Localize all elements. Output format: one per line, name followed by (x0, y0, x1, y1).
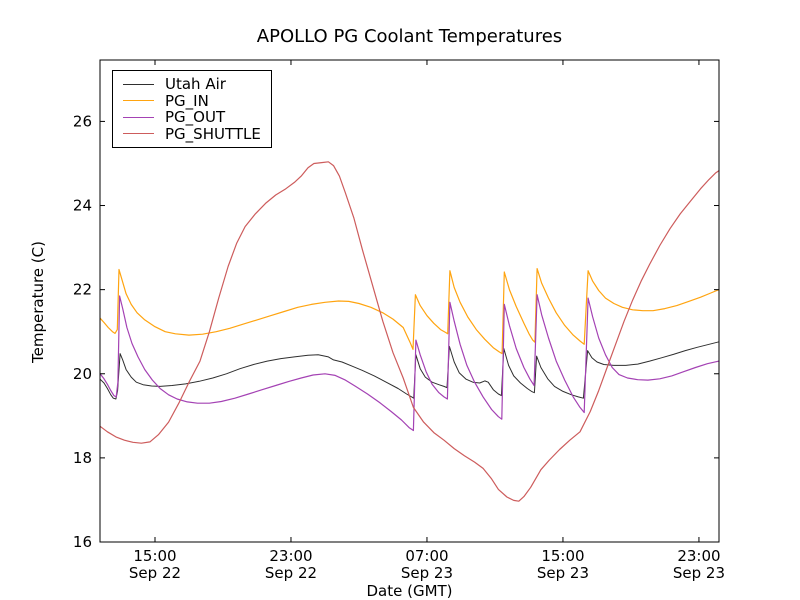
legend: Utah Air PG_IN PG_OUT PG_SHUTTLE (112, 70, 272, 148)
legend-label: Utah Air (165, 75, 226, 94)
x-axis-label: Date (GMT) (366, 582, 453, 600)
pg-out-line-swatch (123, 116, 154, 118)
series-line-pg-shuttle (99, 161, 720, 502)
pg-shuttle-line-swatch (123, 133, 154, 135)
chart-title: APOLLO PG Coolant Temperatures (256, 26, 563, 47)
x-tick-label-time: 23:00 (677, 547, 720, 565)
y-axis-label: Temperature (C) (29, 241, 47, 363)
x-tick-label-time: 15:00 (541, 547, 584, 565)
series-line-pg-out (99, 294, 720, 432)
legend-item-utah-air: Utah Air (123, 75, 263, 94)
legend-label: PG_SHUTTLE (165, 124, 261, 143)
y-tick-label: 20 (73, 365, 92, 383)
x-tick-label-date: Sep 23 (401, 564, 453, 582)
utah-air-line-swatch (123, 83, 154, 85)
legend-item-pg-in: PG_IN (123, 91, 263, 110)
legend-item-pg-shuttle: PG_SHUTTLE (123, 124, 263, 143)
x-tick-label-date: Sep 23 (673, 564, 725, 582)
pg-in-line-swatch (123, 100, 154, 102)
y-tick-label: 24 (73, 197, 92, 215)
plot-frame (99, 59, 720, 543)
legend-label: PG_OUT (165, 108, 226, 127)
x-tick-label-date: Sep 22 (129, 564, 181, 582)
x-tick-label-time: 15:00 (133, 547, 176, 565)
legend-item-pg-out: PG_OUT (123, 108, 263, 127)
x-tick-label-time: 07:00 (405, 547, 448, 565)
y-tick-label: 16 (73, 533, 92, 551)
y-tick-label: 18 (73, 449, 92, 467)
y-tick-label: 26 (73, 112, 92, 130)
series-line-pg-in (99, 268, 720, 355)
legend-label: PG_IN (165, 91, 209, 110)
x-tick-label-time: 23:00 (269, 547, 312, 565)
x-tick-label-date: Sep 22 (265, 564, 317, 582)
x-tick-label-date: Sep 23 (537, 564, 589, 582)
series-line-utah-air (99, 341, 720, 400)
y-tick-label: 22 (73, 281, 92, 299)
